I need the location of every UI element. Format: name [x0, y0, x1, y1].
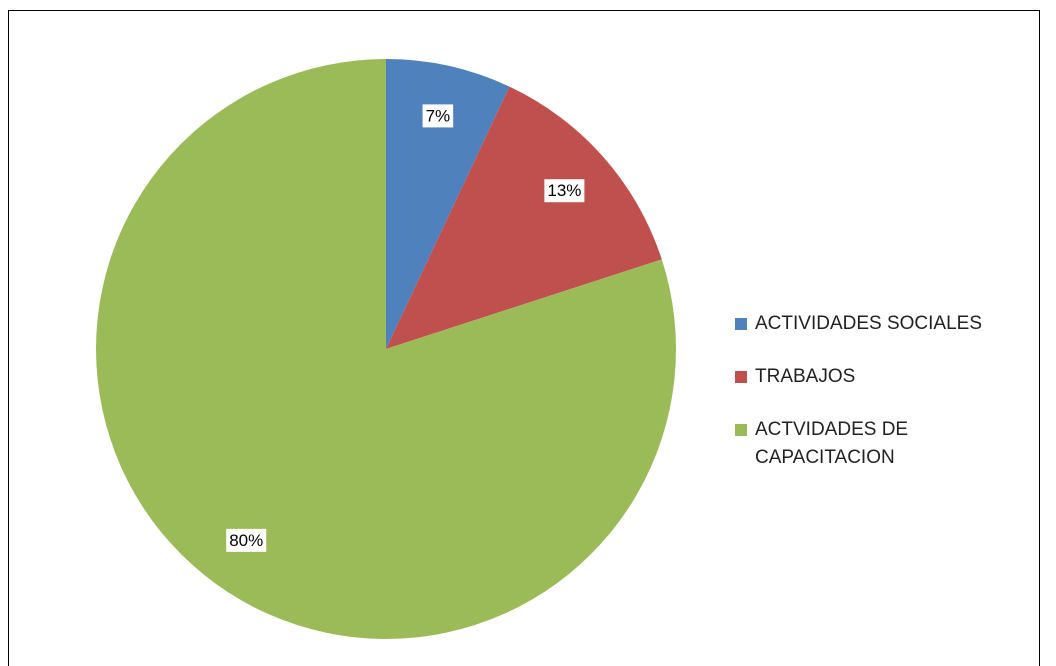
legend-swatch: [735, 371, 747, 383]
data-label-box: [422, 104, 454, 128]
data-label: 80%: [229, 531, 263, 550]
pie-slice: [386, 86, 662, 349]
data-label-box: [544, 179, 585, 203]
pie-slice: [95, 59, 676, 639]
legend: ACTIVIDADES SOCIALES TRABAJOS ACTVIDADES D…: [735, 310, 1020, 497]
pie-slice: [386, 59, 510, 349]
legend-entry: ACTIVIDADES SOCIALES: [735, 310, 1020, 338]
legend-entry: TRABAJOS: [735, 363, 1020, 391]
legend-label: TRABAJOS: [755, 366, 856, 387]
data-label-box: [226, 528, 267, 552]
data-label: 13%: [547, 181, 581, 200]
legend-label: ACTVIDADES DE CAPACITACION: [755, 419, 909, 468]
legend-swatch: [735, 424, 747, 436]
legend-label: ACTIVIDADES SOCIALES: [755, 313, 983, 334]
legend-swatch: [735, 318, 747, 330]
legend-entry: ACTVIDADES DE CAPACITACION: [735, 416, 1020, 472]
data-label: 7%: [426, 106, 451, 125]
